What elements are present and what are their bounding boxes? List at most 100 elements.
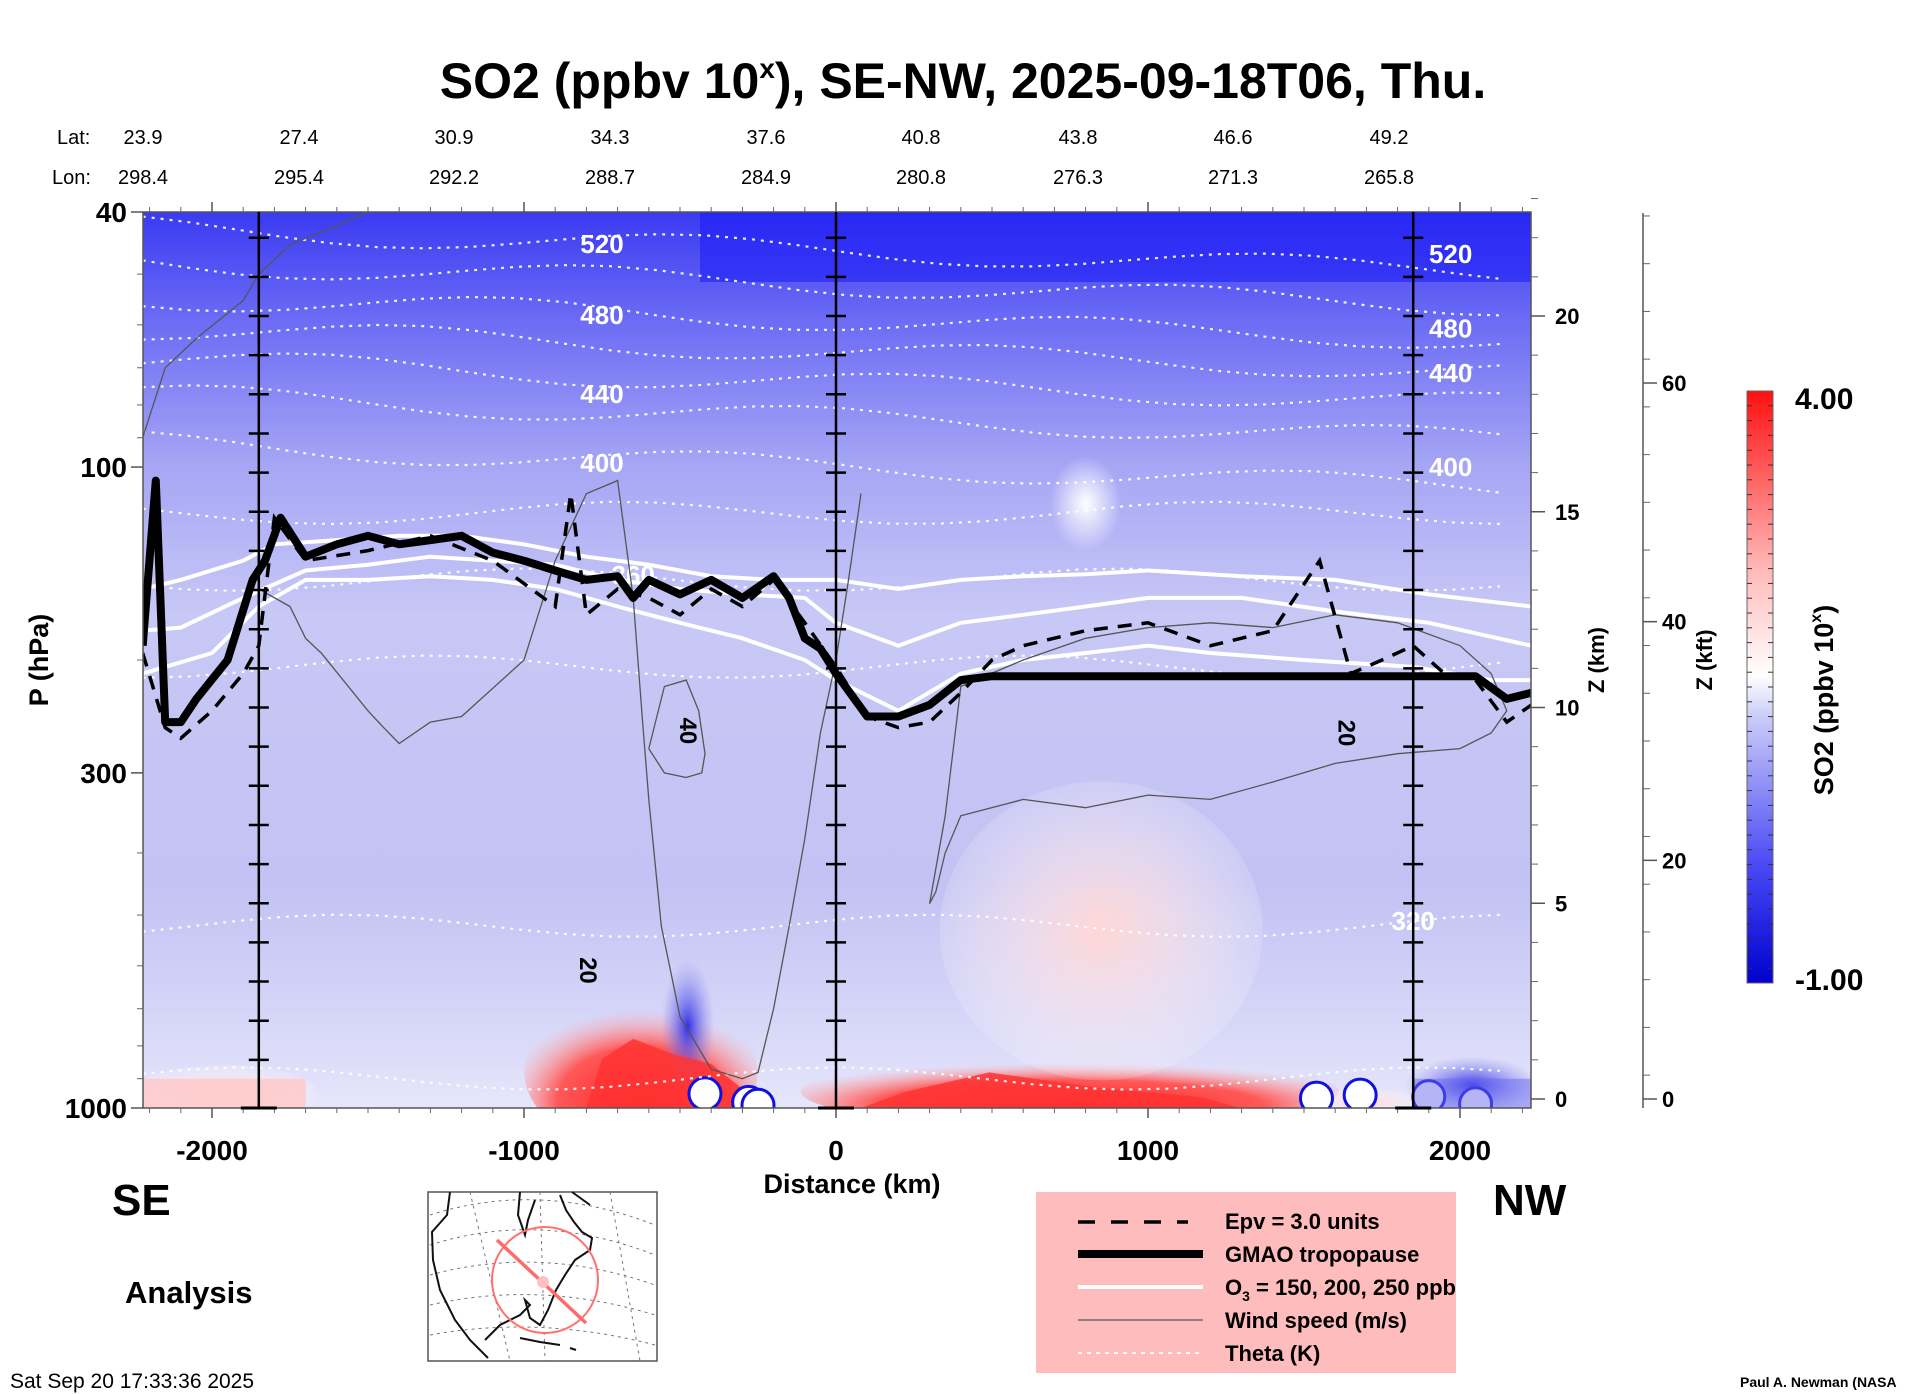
ozone-contour-150: [143, 574, 1531, 714]
lat-value: 34.3: [591, 127, 630, 149]
analysis-label: Analysis: [125, 1275, 253, 1310]
lat-row-label: Lat:: [57, 127, 90, 149]
legend-wind-label: Wind speed (m/s): [1225, 1308, 1407, 1333]
theta-contour: [143, 913, 1500, 939]
so2-feature: [1049, 456, 1122, 552]
theta-contour: [143, 500, 1500, 526]
lat-value: 23.9: [124, 127, 163, 149]
lat-value: 27.4: [280, 127, 319, 149]
theta-contour-label: 480: [1429, 313, 1472, 343]
lon-value: 276.3: [1053, 167, 1103, 189]
inset-map: [427, 1191, 658, 1362]
theta-contour-label: 440: [580, 379, 623, 409]
lon-value: 271.3: [1208, 167, 1258, 189]
direction-label-se: SE: [112, 1176, 171, 1225]
lat-value: 40.8: [902, 127, 941, 149]
wind-speed-contour: [143, 212, 827, 438]
theta-contour-label: 520: [1429, 239, 1472, 269]
so2-missing-hole: [687, 1076, 723, 1108]
theta-contour-label: 400: [1429, 452, 1472, 482]
lat-value: 30.9: [435, 127, 474, 149]
theta-contour-label: 520: [580, 229, 623, 259]
direction-label-nw: NW: [1493, 1176, 1567, 1225]
z-km-tick-label: 10: [1555, 696, 1579, 721]
z-km-tick-label: 5: [1555, 891, 1567, 916]
so2-missing-hole: [740, 1087, 776, 1108]
theta-contour-label: 440: [1429, 358, 1472, 388]
theta-contour: [143, 215, 1501, 280]
timestamp: Sat Sep 20 17:33:36 2025: [10, 1370, 254, 1393]
z-km-axis-label: Z (km): [1584, 627, 1609, 693]
x-tick-label: -1000: [488, 1135, 560, 1166]
lat-value: 46.6: [1214, 127, 1253, 149]
so2-missing-hole: [1298, 1080, 1334, 1108]
so2-missing-hole: [1342, 1077, 1378, 1108]
colorbar: 4.00 -1.00 SO2 (ppbv 10x): [1746, 383, 1863, 997]
theta-contour: [143, 295, 1500, 349]
z-km-tick-label: 20: [1555, 304, 1579, 329]
axes: -2000 -1000 0 1000 2000 40 100 300 1000 0 5 10 15 20 0…: [65, 197, 1687, 1166]
lat-value: 43.8: [1059, 127, 1098, 149]
y-tick-label: 300: [80, 758, 127, 789]
legend: Epv = 3.0 units GMAO tropopause O3 = 150…: [1036, 1192, 1456, 1373]
legend-tropopause-label: GMAO tropopause: [1225, 1242, 1419, 1267]
x-tick-label: -2000: [176, 1135, 248, 1166]
z-km-tick-label: 15: [1555, 500, 1579, 525]
colorbar-min-label: -1.00: [1795, 964, 1863, 997]
z-kft-tick-label: 20: [1662, 848, 1686, 873]
lat-value: 37.6: [747, 127, 786, 149]
ozone-contour-200: [143, 554, 1531, 648]
theta-contour: [143, 384, 1501, 440]
x-axis-label: Distance (km): [763, 1169, 940, 1199]
lon-value: 292.2: [429, 167, 479, 189]
so2-nw-low-blue: [1413, 1078, 1531, 1108]
chart-title: SO2 (ppbv 10x), SE-NW, 2025-09-18T06, Th…: [440, 53, 1486, 109]
inset-map-graticule: [429, 1191, 656, 1362]
wind-speed-label: 20: [574, 957, 601, 984]
z-kft-tick-label: 0: [1662, 1087, 1674, 1112]
so2-high-core: [860, 1072, 1289, 1108]
inset-map-center-marker: [537, 1276, 549, 1288]
lon-row-label: Lon:: [52, 167, 91, 189]
y-tick-label: 40: [96, 197, 127, 228]
x-tick-label: 2000: [1429, 1135, 1491, 1166]
z-kft-tick-label: 60: [1662, 371, 1686, 396]
legend-epv-label: Epv = 3.0 units: [1225, 1209, 1380, 1234]
z-kft-axis-label: Z (kft): [1692, 629, 1717, 690]
theta-contour: [143, 259, 1500, 317]
wind-speed-label: 20: [1332, 720, 1359, 747]
z-km-tick-label: 0: [1555, 1087, 1567, 1112]
ozone-contour-250: [143, 533, 1531, 609]
theta-contour: [143, 352, 1500, 407]
colorbar-label: SO2 (ppbv 10x): [1808, 605, 1839, 795]
lat-lon-header: Lat: Lon: 23.9 298.4 27.4 295.4 30.9 292.2 34.…: [52, 127, 1414, 189]
legend-theta-label: Theta (K): [1225, 1341, 1320, 1366]
lon-value: 288.7: [585, 167, 635, 189]
inset-map-range-circle: [491, 1226, 599, 1334]
y-tick-label: 100: [80, 452, 127, 483]
wind-speed-contour: [648, 679, 706, 779]
theta-contour-label: 480: [580, 300, 623, 330]
so2-feature: [939, 781, 1263, 1081]
credit: Paul A. Newman (NASA: [1740, 1374, 1897, 1390]
gmao-tropopause-line: [143, 476, 1531, 727]
z-kft-tick-label: 40: [1662, 610, 1686, 635]
lat-value: 49.2: [1370, 127, 1409, 149]
x-tick-label: 0: [828, 1135, 844, 1166]
theta-contour: [143, 323, 1500, 378]
x-tick-label: 1000: [1117, 1135, 1179, 1166]
inset-map-coastline: [430, 1191, 594, 1359]
so2-top-intense-band: [700, 212, 1531, 282]
lon-value: 280.8: [896, 167, 946, 189]
lon-value: 295.4: [274, 167, 324, 189]
wind-speed-contour: [258, 479, 862, 1080]
theta-contour: [143, 430, 1501, 494]
y-axis-label: P (hPa): [24, 614, 54, 707]
theta-contour-label: 400: [580, 448, 623, 478]
wind-speed-contour: [928, 614, 1508, 905]
theta-contour: [143, 1066, 1500, 1091]
colorbar-max-label: 4.00: [1795, 383, 1853, 416]
so2-surface-pink: [143, 1078, 306, 1108]
